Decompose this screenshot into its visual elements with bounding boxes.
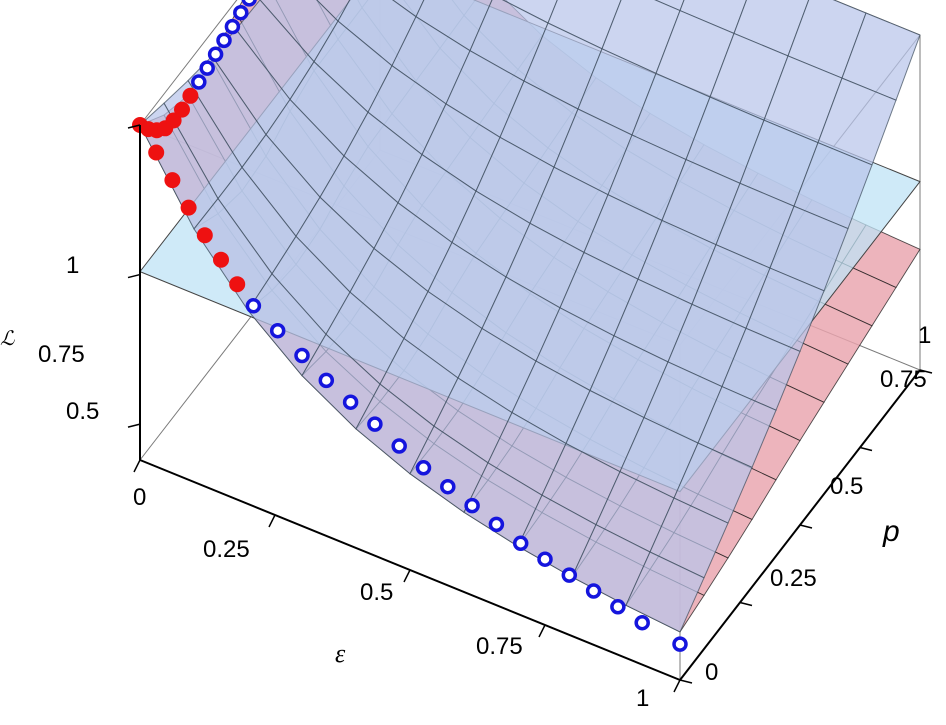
box-edge <box>139 0 238 126</box>
blue-data-point <box>561 567 578 583</box>
z-tick-label: 0.75 <box>38 341 85 368</box>
blue-data-point <box>488 516 505 533</box>
blue-data-point <box>415 460 432 476</box>
blue-data-point <box>294 347 310 364</box>
blue-data-point <box>207 46 224 63</box>
x-tick-mark <box>538 624 546 638</box>
blue-data-point <box>199 60 215 76</box>
blue-data-point <box>537 551 553 567</box>
x-tick-mark <box>673 679 681 693</box>
blue-data-point <box>585 583 602 599</box>
blue-surface <box>139 0 921 633</box>
blue-data-point <box>342 394 359 410</box>
red-data-point <box>196 227 213 244</box>
z-tick-mark <box>127 124 141 129</box>
y-tick-mark <box>859 446 873 452</box>
blue-data-point <box>191 74 207 90</box>
z-axis-label: ℒ <box>0 328 15 350</box>
x-tick-label: 0 <box>133 484 146 511</box>
red-data-point <box>164 172 181 189</box>
blue-data-point <box>512 535 529 552</box>
x-tick-mark <box>268 514 276 528</box>
red-data-point <box>148 144 165 161</box>
blue-data-point <box>224 18 241 35</box>
data-markers <box>132 0 688 652</box>
x-tick-label: 0.5 <box>360 579 393 606</box>
red-data-point <box>182 87 199 104</box>
y-tick-mark <box>799 524 813 529</box>
blue-data-point <box>269 322 286 339</box>
blue-data-point <box>241 0 257 7</box>
blue-data-point <box>672 636 688 652</box>
blue-data-point <box>233 4 249 21</box>
axis-ticks <box>127 124 933 693</box>
blue-data-point <box>318 372 335 389</box>
y-tick-mark <box>739 601 753 607</box>
blue-data-point <box>464 497 480 514</box>
x-axis-label: ε <box>335 639 346 668</box>
z-tick-mark <box>127 423 141 428</box>
blue-data-point <box>367 416 383 432</box>
red-data-point <box>165 112 182 129</box>
y-tick-mark <box>679 679 693 684</box>
y-tick-label: 1 <box>918 322 931 349</box>
blue-data-point <box>245 298 262 314</box>
red-data-point <box>174 101 190 118</box>
z-tick-mark <box>127 273 141 279</box>
blue-surface-cell <box>625 551 705 633</box>
x-tick-label: 0.75 <box>476 633 523 660</box>
x-tick-mark <box>403 569 411 583</box>
z-tick-label: 1 <box>66 252 79 279</box>
x-tick-label: 0.25 <box>203 536 250 563</box>
y-axis-label: p <box>882 515 900 548</box>
y-tick-label: 0.75 <box>880 366 927 393</box>
red-data-point <box>180 199 197 216</box>
blue-data-point <box>440 478 456 495</box>
x-tick-mark <box>133 459 141 473</box>
blue-data-point <box>391 438 407 454</box>
blue-data-point <box>216 32 232 49</box>
red-data-point <box>229 276 246 293</box>
blue-data-point <box>610 599 626 615</box>
z-tick-label: 0.5 <box>66 398 99 425</box>
y-tick-label: 0.25 <box>770 565 817 592</box>
red-data-point <box>213 251 229 268</box>
y-tick-mark <box>919 369 933 374</box>
blue-data-point <box>634 614 650 631</box>
y-tick-label: 0 <box>705 659 718 686</box>
x-tick-label: 1 <box>636 685 649 712</box>
y-tick-label: 0.5 <box>830 473 863 500</box>
